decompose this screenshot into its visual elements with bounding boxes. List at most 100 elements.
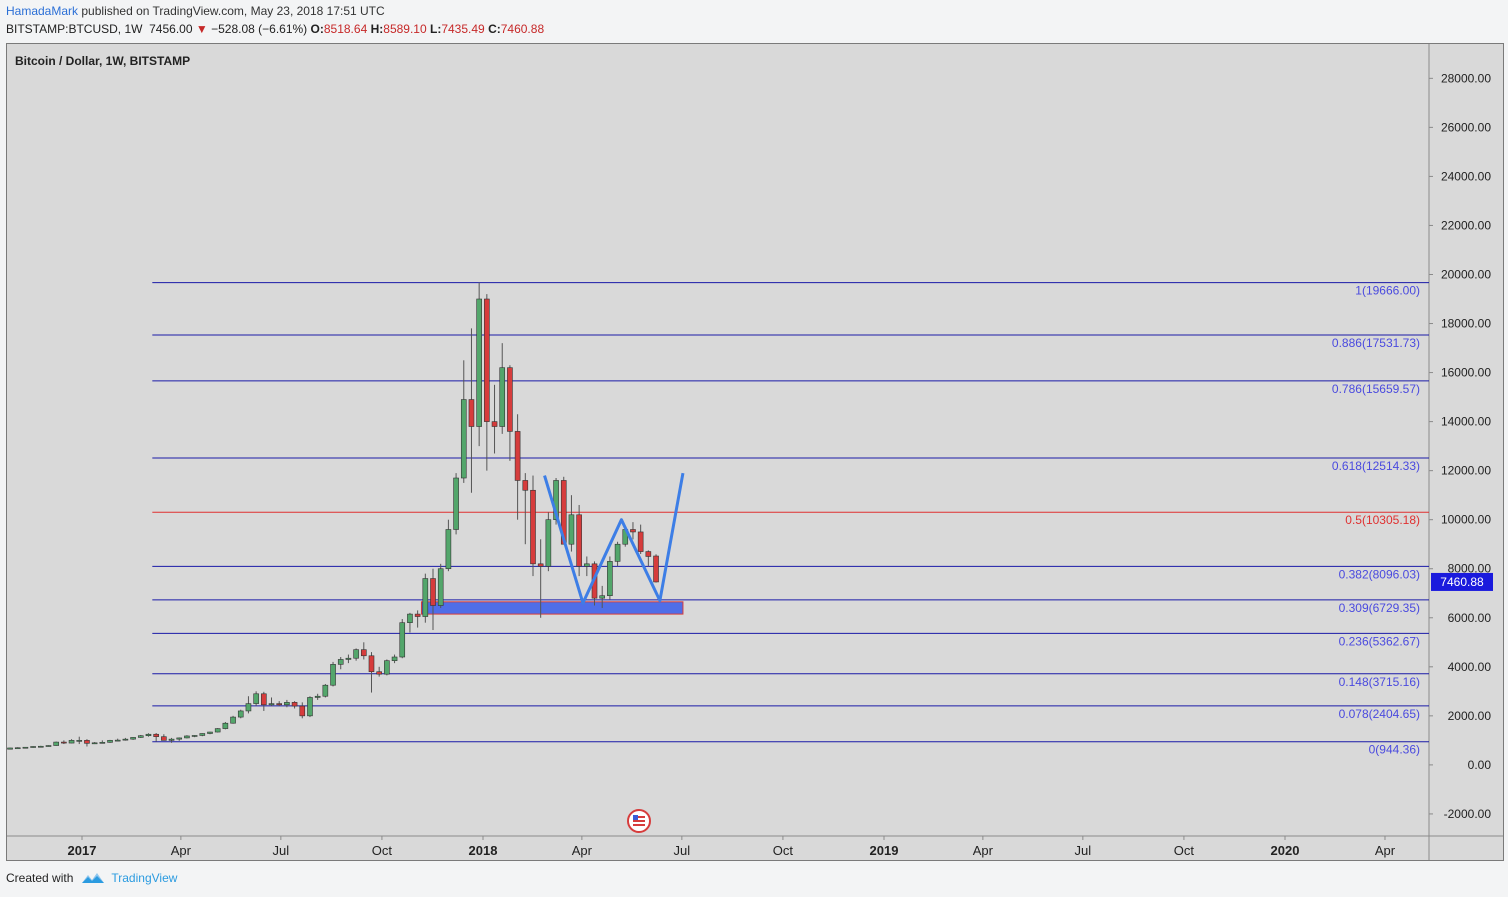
candle-body [291, 702, 298, 707]
price-tick-label: 28000.00 [1441, 71, 1491, 85]
fib-level-label: 0(944.36) [1369, 743, 1420, 757]
candle-body [391, 656, 398, 661]
candle-body [414, 613, 421, 617]
time-tick-label: 2020 [1271, 843, 1300, 858]
candle-body [445, 529, 452, 570]
price-tick-label: 10000.00 [1441, 513, 1491, 527]
candle-body [284, 702, 290, 706]
candle-body [653, 555, 659, 583]
candle-body [514, 431, 521, 481]
support-zone[interactable] [420, 601, 684, 615]
candle-body [222, 722, 229, 729]
candle-body [114, 739, 121, 742]
pattern-drawing[interactable] [543, 472, 685, 605]
chart-title: Bitcoin / Dollar, 1W, BITSTAMP [15, 54, 190, 68]
price-tick-label: 4000.00 [1448, 660, 1492, 674]
high-label: H: [370, 22, 384, 36]
flag-icon[interactable] [627, 809, 651, 833]
candle-body [484, 298, 490, 422]
high-value: 8589.10 [383, 22, 427, 36]
tradingview-link[interactable]: TradingView [111, 871, 178, 885]
candle-body [453, 477, 459, 530]
last-price-tag[interactable] [1431, 572, 1493, 591]
time-axis[interactable]: 2017 Apr Jul Oct 2018 Apr Jul Oct 2019 Apr Jul Oct 2… [68, 836, 1396, 858]
candle-body [22, 746, 29, 749]
candle-body [584, 563, 590, 567]
candle-body [168, 738, 175, 741]
candle-body [253, 693, 259, 704]
candle-body [45, 745, 52, 747]
time-tick-label: Apr [572, 843, 593, 858]
candle-body [268, 703, 275, 706]
candle-body [460, 399, 467, 479]
candle-body [337, 659, 344, 665]
fib-level-label: 0.148(3715.16) [1339, 675, 1420, 689]
candle-body [14, 747, 21, 750]
candle-body [307, 697, 313, 717]
author-link[interactable]: HamadaMark [6, 4, 79, 18]
time-tick-label: Apr [1375, 843, 1396, 858]
down-arrow-icon: ▼ [195, 22, 208, 36]
price-axis[interactable]: 28000.00 26000.00 24000.00 22000.00 20000.00… [1429, 71, 1493, 821]
candle-body [499, 367, 506, 427]
open-label: O: [310, 22, 324, 36]
low-value: 7435.49 [441, 22, 485, 36]
candle-body [91, 742, 98, 745]
plot-area[interactable] [7, 44, 1429, 836]
fib-level-label: 0.236(5362.67) [1339, 634, 1420, 648]
candles [7, 282, 659, 750]
low-label: L: [430, 22, 442, 36]
candle-body [261, 693, 267, 706]
candle-body [376, 671, 382, 675]
price-chart[interactable]: 1(19666.00) 0.886(17531.73) 0.786(15659.57… [7, 44, 1503, 860]
price-tick-label: -2000.00 [1444, 807, 1492, 821]
candle-body [430, 578, 436, 606]
price-tick-label: 20000.00 [1441, 267, 1491, 281]
support-zone-box[interactable] [420, 601, 684, 615]
candle-body [607, 561, 613, 597]
chart-frame[interactable]: 1(19666.00) 0.886(17531.73) 0.786(15659.57… [6, 43, 1504, 861]
fib-level-label: 0.309(6729.35) [1339, 601, 1420, 615]
price-tick-label: 12000.00 [1441, 464, 1491, 478]
candle-body [314, 695, 321, 698]
candle-body [61, 741, 67, 744]
candle-body [568, 514, 575, 545]
candle-body [76, 740, 83, 742]
price-tick-label: 2000.00 [1448, 709, 1492, 723]
candle-body [537, 563, 544, 567]
candle-body [84, 740, 90, 744]
price-tick-label: 24000.00 [1441, 169, 1491, 183]
price-tick-label: 18000.00 [1441, 317, 1491, 331]
fib-retracement[interactable]: 1(19666.00) 0.886(17531.73) 0.786(15659.57… [152, 282, 1429, 757]
tradingview-logo-icon[interactable] [81, 871, 105, 885]
footer: Created with TradingView [6, 871, 177, 885]
candle-body [122, 738, 129, 741]
candle-body [161, 736, 167, 741]
candle-body [199, 733, 206, 736]
ohlc-summary: BITSTAMP:BTCUSD, 1W 7456.00 ▼ −528.08 (−… [6, 22, 544, 36]
time-tick-label: Jul [674, 843, 691, 858]
close-value: 7460.88 [500, 22, 545, 36]
candle-body [145, 733, 152, 737]
open-value: 8518.64 [323, 22, 368, 36]
fib-level-label: 0.078(2404.65) [1339, 707, 1420, 721]
candle-body [368, 655, 375, 673]
candle-body [68, 740, 75, 744]
candle-body [299, 705, 306, 717]
price-change: −528.08 (−6.61%) [211, 22, 308, 36]
candle-body [545, 519, 552, 567]
created-with-text: Created with [6, 871, 74, 885]
candle-body [399, 622, 406, 658]
candle-body [360, 649, 367, 657]
candle-body [491, 421, 498, 427]
fib-level-label: 0.886(17531.73) [1332, 336, 1420, 350]
time-tick-label: Apr [973, 843, 994, 858]
candle-body [330, 664, 336, 686]
candle-body [614, 543, 621, 562]
candle-body [637, 531, 644, 552]
fib-level-label: 0.5(10305.18) [1345, 513, 1420, 527]
candle-body [107, 740, 113, 743]
pattern-line[interactable] [543, 472, 685, 605]
candle-body [153, 733, 159, 737]
time-tick-label: 2018 [469, 843, 498, 858]
